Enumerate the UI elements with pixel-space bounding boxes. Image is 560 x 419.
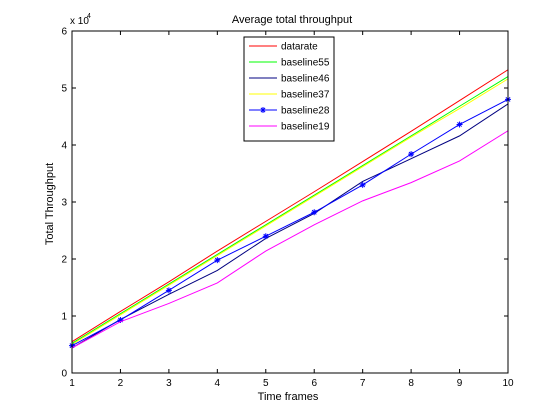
y-tick-label: 3 — [61, 198, 67, 209]
series-line-baseline55 — [71, 76, 509, 344]
legend-box — [243, 36, 335, 142]
chart-title: Average total throughput — [232, 14, 352, 26]
x-tick-label: 4 — [215, 378, 221, 389]
y-tick-label: 1 — [61, 312, 67, 323]
x-tick-label: 7 — [360, 378, 366, 389]
x-tick-label: 8 — [408, 378, 414, 389]
data-point-baseline28 — [408, 151, 415, 158]
series-layer — [69, 69, 511, 349]
x-tick-label: 3 — [166, 378, 172, 389]
series-line-baseline37 — [71, 78, 509, 345]
y-tick-label: 6 — [61, 27, 67, 38]
y-tick-label: 4 — [61, 141, 67, 152]
y-axis-label: Total Throughput — [44, 163, 56, 245]
data-point-baseline28 — [456, 121, 463, 128]
series-line-baseline19 — [71, 130, 509, 349]
x-tick-label: 1 — [69, 378, 75, 389]
data-point-baseline28 — [359, 181, 366, 188]
x-tick-label: 10 — [502, 378, 514, 389]
legend-label: baseline37 — [281, 90, 330, 101]
legend-marker-baseline28 — [260, 107, 266, 113]
data-point-baseline28 — [311, 209, 318, 216]
legend: datarate baseline55 baseline46 baseline37 ba… — [243, 36, 335, 142]
y-tick-label: 0 — [61, 369, 67, 380]
data-point-baseline28 — [165, 287, 172, 294]
legend-label: datarate — [281, 42, 318, 53]
x-axis-label: Time frames — [258, 391, 319, 403]
y-tick-label: 5 — [61, 84, 67, 95]
legend-label: baseline28 — [281, 106, 330, 117]
legend-label: baseline19 — [281, 122, 330, 133]
data-point-baseline28 — [117, 316, 124, 323]
x-tick-label: 6 — [311, 378, 317, 389]
y-multiplier-exponent: 4 — [87, 13, 91, 20]
y-multiplier-label: x 10 — [70, 16, 89, 27]
series-line-baseline46 — [71, 103, 509, 349]
legend-label: baseline46 — [281, 74, 330, 85]
series-line-baseline28 — [71, 98, 509, 347]
series-line-datarate — [71, 69, 509, 343]
y-tick-label: 2 — [61, 255, 67, 266]
legend-label: baseline55 — [281, 58, 330, 69]
data-point-baseline28 — [214, 257, 221, 264]
x-tick-label: 9 — [457, 378, 463, 389]
x-tick-label: 2 — [118, 378, 124, 389]
x-tick-label: 5 — [263, 378, 269, 389]
data-point-baseline28 — [262, 233, 269, 240]
